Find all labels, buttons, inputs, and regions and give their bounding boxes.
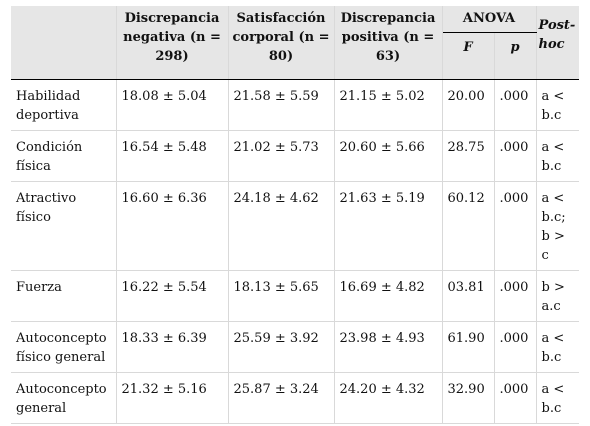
cell-discrepancia-negativa: 16.22 ± 5.54 [116, 270, 229, 322]
cell-discrepancia-negativa: 18.33 ± 6.39 [116, 321, 229, 373]
table-row: Habilidad deportiva 18.08 ± 5.04 21.58 ±… [11, 79, 580, 131]
cell-satisfaccion-corporal: 24.18 ± 4.62 [228, 181, 335, 271]
header-anova-f: F [442, 32, 495, 80]
cell-posthoc: a < b.c [536, 321, 580, 373]
table-row: Fuerza 16.22 ± 5.54 18.13 ± 5.65 16.69 ±… [11, 270, 580, 322]
cell-anova-p: .000 [494, 79, 537, 131]
cell-anova-p: .000 [494, 270, 537, 322]
row-label: Habilidad deportiva [11, 79, 117, 131]
cell-satisfaccion-corporal: 21.02 ± 5.73 [228, 130, 335, 182]
cell-posthoc: b > a.c [536, 270, 580, 322]
cell-anova-p: .000 [494, 181, 537, 271]
cell-satisfaccion-corporal: 21.58 ± 5.59 [228, 79, 335, 131]
results-table-container: Discrepancia negativa (n = 298) Satisfac… [11, 6, 580, 424]
header-discrepancia-positiva: Discrepancia positiva (n = 63) [334, 6, 443, 80]
cell-posthoc: a < b.c [536, 372, 580, 424]
cell-discrepancia-negativa: 16.54 ± 5.48 [116, 130, 229, 182]
cell-anova-p: .000 [494, 321, 537, 373]
table-row: Atractivo físico 16.60 ± 6.36 24.18 ± 4.… [11, 181, 580, 271]
cell-discrepancia-positiva: 16.69 ± 4.82 [334, 270, 443, 322]
results-table: Discrepancia negativa (n = 298) Satisfac… [11, 6, 580, 424]
row-label: Autoconcepto físico general [11, 321, 117, 373]
cell-satisfaccion-corporal: 25.87 ± 3.24 [228, 372, 335, 424]
cell-discrepancia-positiva: 21.15 ± 5.02 [334, 79, 443, 131]
row-label: Fuerza [11, 270, 117, 322]
cell-anova-f: 03.81 [442, 270, 495, 322]
table-body: Habilidad deportiva 18.08 ± 5.04 21.58 ±… [11, 79, 580, 424]
header-posthoc: Post-hoc [536, 6, 580, 80]
cell-anova-f: 20.00 [442, 79, 495, 131]
row-label: Autoconcepto general [11, 372, 117, 424]
table-row: Condición física 16.54 ± 5.48 21.02 ± 5.… [11, 130, 580, 182]
cell-discrepancia-positiva: 20.60 ± 5.66 [334, 130, 443, 182]
row-label: Condición física [11, 130, 117, 182]
header-anova: ANOVA [442, 6, 537, 33]
cell-discrepancia-negativa: 18.08 ± 5.04 [116, 79, 229, 131]
cell-posthoc: a < b.c; b > c [536, 181, 580, 271]
table-row: Autoconcepto general 21.32 ± 5.16 25.87 … [11, 372, 580, 424]
cell-discrepancia-negativa: 16.60 ± 6.36 [116, 181, 229, 271]
cell-discrepancia-positiva: 21.63 ± 5.19 [334, 181, 443, 271]
cell-discrepancia-positiva: 23.98 ± 4.93 [334, 321, 443, 373]
cell-satisfaccion-corporal: 25.59 ± 3.92 [228, 321, 335, 373]
table-row: Autoconcepto físico general 18.33 ± 6.39… [11, 321, 580, 373]
table-header: Discrepancia negativa (n = 298) Satisfac… [11, 6, 580, 80]
cell-satisfaccion-corporal: 18.13 ± 5.65 [228, 270, 335, 322]
cell-anova-f: 32.90 [442, 372, 495, 424]
header-stub-cell [11, 6, 117, 80]
header-satisfaccion-corporal: Satisfacción corporal (n = 80) [228, 6, 335, 80]
header-anova-p: p [494, 32, 537, 80]
cell-discrepancia-positiva: 24.20 ± 4.32 [334, 372, 443, 424]
cell-anova-f: 61.90 [442, 321, 495, 373]
header-discrepancia-negativa: Discrepancia negativa (n = 298) [116, 6, 229, 80]
cell-anova-p: .000 [494, 130, 537, 182]
cell-anova-f: 60.12 [442, 181, 495, 271]
cell-anova-p: .000 [494, 372, 537, 424]
cell-posthoc: a < b.c [536, 130, 580, 182]
cell-discrepancia-negativa: 21.32 ± 5.16 [116, 372, 229, 424]
row-label: Atractivo físico [11, 181, 117, 271]
cell-anova-f: 28.75 [442, 130, 495, 182]
cell-posthoc: a < b.c [536, 79, 580, 131]
